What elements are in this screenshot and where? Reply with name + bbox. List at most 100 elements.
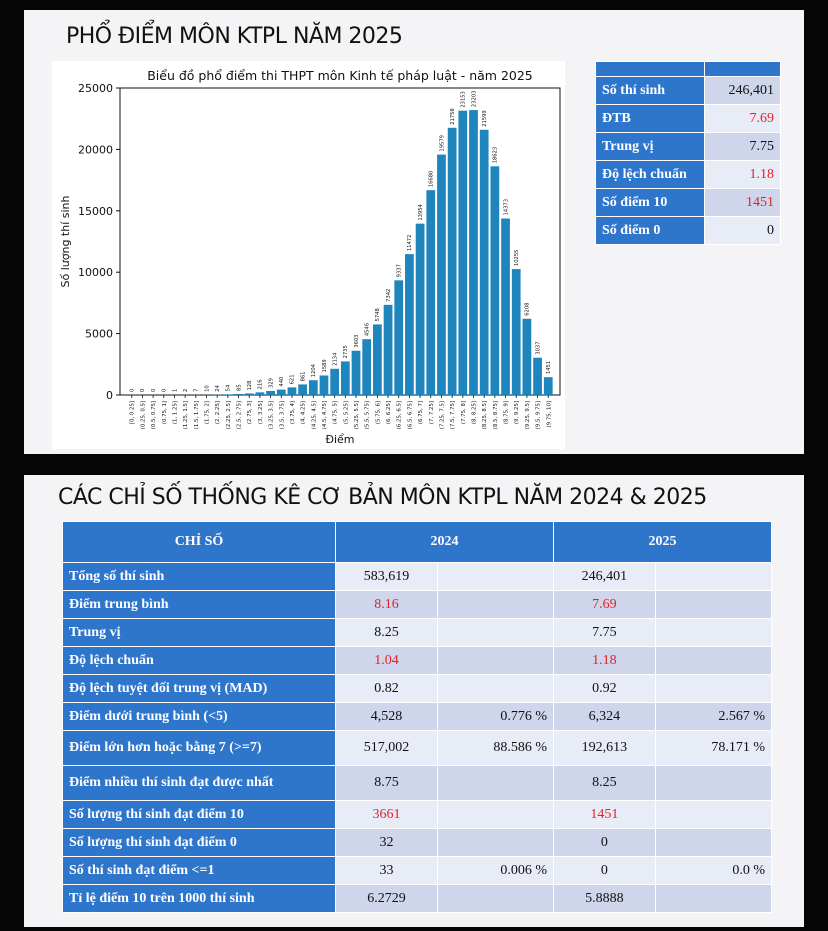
bar	[490, 166, 500, 395]
x-tick-label: (2.5, 2.75]	[237, 401, 243, 429]
value-2024: 3661	[335, 800, 438, 829]
bar-value-label: 23153	[461, 91, 467, 108]
x-tick-label: (4.75, 5]	[333, 401, 339, 424]
percent-2025	[654, 618, 773, 647]
distribution-chart: Biểu đồ phổ điểm thi THPT môn Kinh tế ph…	[52, 61, 565, 449]
percent-2025: 2.567 %	[654, 702, 773, 731]
value-2025: 5.8888	[552, 884, 656, 913]
value-2025: 7.69	[552, 590, 656, 619]
value-2024: 8.16	[335, 590, 438, 619]
stats-label: Số thí sinh đạt điểm <=1	[62, 856, 336, 885]
value-2025: 6,324	[552, 702, 656, 731]
x-tick-label: (9.75, 10]	[546, 401, 552, 428]
bar-value-label: 2134	[332, 352, 338, 366]
stats-label: Tỉ lệ điểm 10 trên 1000 thí sinh	[62, 884, 336, 913]
bar	[298, 384, 307, 395]
y-tick-label: 15000	[78, 205, 113, 218]
bar	[330, 368, 340, 395]
stats-row: Điểm trung bình 8.16 7.69	[62, 590, 773, 619]
bar-value-label: 621	[290, 374, 296, 384]
stats-label: Số lượng thí sinh đạt điểm 0	[62, 828, 336, 857]
bar-value-label: 3603	[354, 335, 360, 348]
x-tick-label: (6, 6.25]	[386, 401, 392, 424]
x-tick-label: (3.5, 3.75]	[279, 401, 285, 429]
stats-label: Tổng số thí sinh	[62, 562, 336, 591]
stats-label: Trung vị	[62, 618, 336, 647]
bar-value-label: 329	[268, 378, 274, 388]
stats-row: Độ lệch tuyệt đối trung vị (MAD) 0.82 0.92	[62, 674, 773, 703]
stats-row: Tổng số thí sinh 583,619 246,401	[62, 562, 773, 591]
stats-label: Độ lệch chuẩn	[62, 646, 336, 675]
percent-2025	[654, 674, 773, 703]
bar-value-label: 216	[258, 379, 264, 389]
chart-title: Biểu đồ phổ điểm thi THPT môn Kinh tế ph…	[147, 68, 533, 83]
summary-label: Số điểm 0	[595, 216, 705, 245]
bar-value-label: 1204	[311, 363, 317, 377]
percent-2025	[654, 590, 773, 619]
stats-table: CHỈ SỐ 2024 2025 Tổng số thí sinh 583,619…	[62, 521, 773, 913]
stats-row: Tỉ lệ điểm 10 trên 1000 thí sinh 6.2729 5.…	[62, 884, 773, 913]
x-tick-label: (8, 8.25]	[471, 401, 477, 424]
stats-header-row: CHỈ SỐ 2024 2025	[62, 521, 773, 563]
percent-2024: 0.776 %	[436, 702, 554, 731]
x-tick-label: (0.25, 0.5]	[140, 401, 146, 429]
bar	[308, 380, 318, 395]
bar-value-label: 21758	[450, 108, 456, 125]
value-2024: 33	[335, 856, 438, 885]
bar-value-label: 7342	[386, 289, 392, 302]
stats-row: Số lượng thí sinh đạt điểm 10 3661 1451	[62, 800, 773, 829]
value-2024: 517,002	[335, 730, 438, 766]
summary-label: Số thí sinh	[595, 76, 705, 105]
stats-label: Độ lệch tuyệt đối trung vị (MAD)	[62, 674, 336, 703]
percent-2024	[436, 765, 554, 801]
bar	[287, 387, 297, 395]
summary-row: Số điểm 10 1451	[595, 188, 781, 217]
bar	[394, 280, 404, 395]
x-tick-label: (5.5, 5.75]	[365, 401, 371, 429]
bar-value-label: 6208	[525, 303, 531, 316]
stats-row: Trung vị 8.25 7.75	[62, 618, 773, 647]
stats-label: Điểm dưới trung bình (<5)	[62, 702, 336, 731]
value-2025: 246,401	[552, 562, 656, 591]
x-tick-label: (8.75, 9]	[504, 401, 510, 424]
bar	[266, 390, 275, 395]
x-tick-label: (9.5, 9.75]	[536, 401, 542, 429]
bar-value-label: 0	[151, 389, 157, 392]
percent-2025: 78.171 %	[654, 730, 773, 766]
bar-value-label: 128	[247, 381, 253, 391]
y-axis-label: Số lượng thí sinh	[59, 195, 72, 287]
bar	[437, 154, 446, 395]
bar-value-label: 21599	[482, 110, 488, 127]
value-2024: 0.82	[335, 674, 438, 703]
value-2025: 0.92	[552, 674, 656, 703]
bar-value-label: 11472	[407, 235, 413, 252]
x-tick-label: (9.25, 9.5]	[525, 401, 531, 429]
x-tick-label: (0.5, 0.75]	[151, 401, 157, 429]
x-tick-label: (5, 5.25]	[343, 401, 349, 424]
stats-label: Điểm lớn hơn hoặc bằng 7 (>=7)	[62, 730, 336, 766]
summary-row: Độ lệch chuẩn 1.18	[595, 160, 781, 189]
x-tick-label: (8.5, 8.75]	[493, 401, 499, 429]
summary-row: Số thí sinh 246,401	[595, 76, 781, 105]
x-tick-label: (6.5, 6.75]	[407, 401, 413, 429]
bar	[447, 127, 457, 395]
bar-value-label: 10255	[514, 250, 520, 267]
summary-value: 1451	[704, 188, 781, 217]
summary-value: 7.69	[704, 104, 781, 133]
bar-value-label: 16680	[429, 171, 435, 188]
bar-value-label: 1	[172, 389, 178, 392]
bar	[351, 350, 361, 395]
x-tick-label: (9, 9.25]	[514, 401, 520, 424]
x-tick-label: (5.25, 5.5]	[354, 401, 360, 429]
x-tick-label: (7, 7.25]	[429, 401, 435, 424]
x-tick-label: (4, 4.25]	[301, 401, 307, 424]
bar-value-label: 0	[162, 389, 168, 392]
percent-2025	[654, 562, 773, 591]
stats-label: Điểm nhiều thí sinh đạt được nhất	[62, 765, 336, 801]
x-tick-label: (2.25, 2.5]	[226, 401, 232, 429]
bar-value-label: 19579	[439, 135, 445, 152]
summary-header-row	[595, 61, 781, 77]
y-tick-label: 25000	[78, 82, 113, 95]
summary-value: 0	[704, 216, 781, 245]
